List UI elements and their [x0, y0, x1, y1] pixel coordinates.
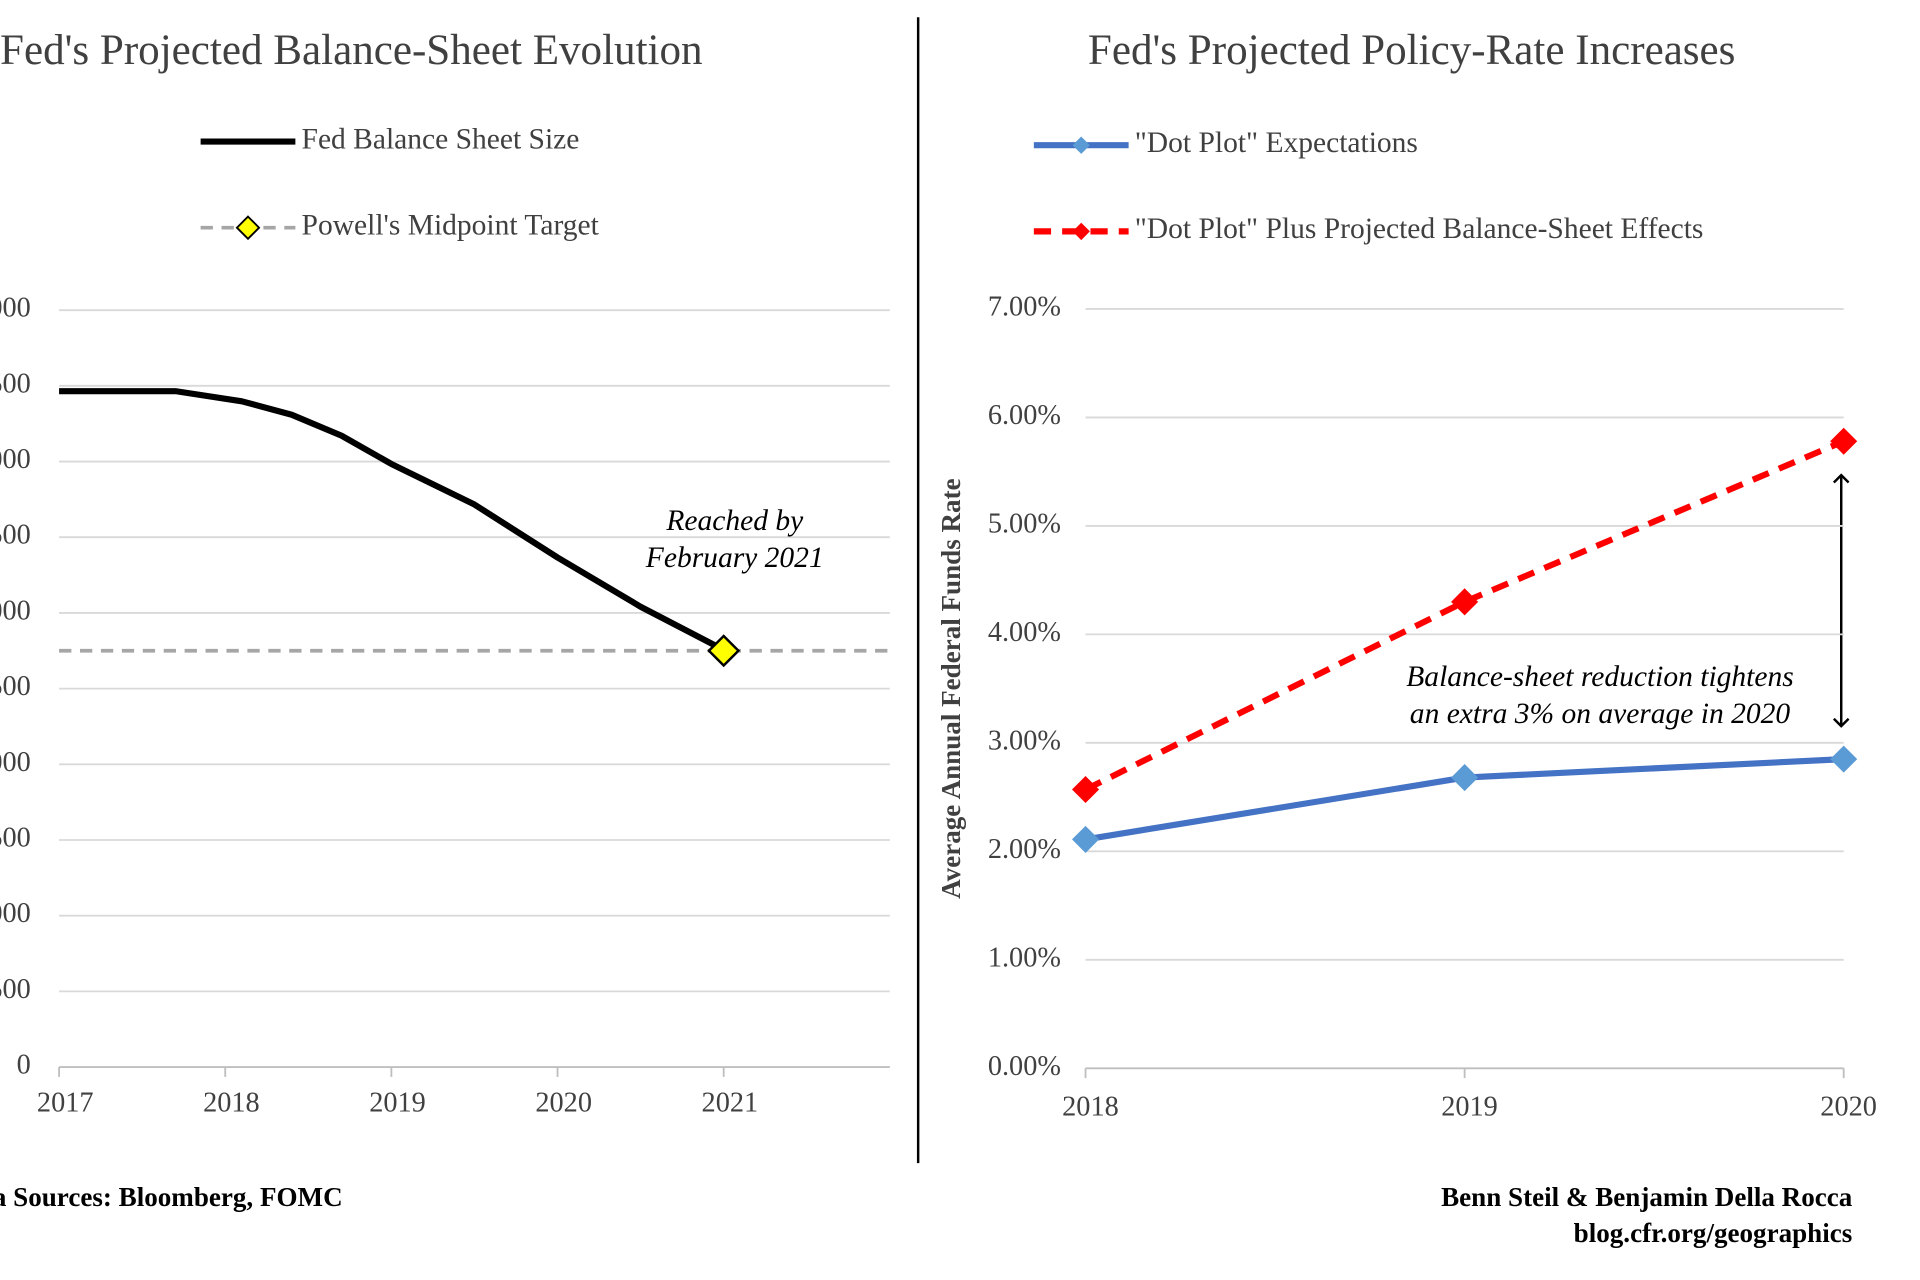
- target-marker: [707, 634, 741, 668]
- legend-label: "Dot Plot" Plus Projected Balance-Sheet …: [1135, 213, 1704, 245]
- annotation: February 2021: [645, 542, 824, 574]
- y-tick-label: 2,000: [0, 747, 31, 778]
- x-tick-label: 2019: [1441, 1091, 1498, 1122]
- point-marker: [1830, 745, 1858, 773]
- y-tick-label: 5.00%: [988, 508, 1061, 539]
- y-tick-label: 3.00%: [988, 725, 1061, 756]
- y-tick-label: 4.00%: [988, 617, 1061, 648]
- legend-marker: [235, 215, 261, 241]
- y-tick-label: 1,500: [0, 823, 31, 854]
- y-tick-label: 3,500: [0, 520, 31, 551]
- point-marker: [1451, 764, 1479, 792]
- credit-line: Benn Steil & Benjamin Della Rocca: [1441, 1182, 1853, 1212]
- y-tick-label: 0.00%: [988, 1051, 1061, 1082]
- y-tick-label: 4,500: [0, 368, 31, 399]
- y-tick-label: 2,500: [0, 671, 31, 702]
- annotation: an extra 3% on average in 2020: [1410, 698, 1791, 730]
- x-tick-label: 2018: [1062, 1091, 1119, 1122]
- x-tick-label: 2020: [1820, 1091, 1877, 1122]
- legend-marker: [1072, 136, 1090, 154]
- y-tick-label: 2.00%: [988, 834, 1061, 865]
- x-tick-label: 2017: [37, 1088, 94, 1119]
- annotation: Reached by: [665, 505, 804, 537]
- legend-label: Powell's Midpoint Target: [302, 209, 600, 241]
- x-tick-label: 2021: [702, 1088, 759, 1119]
- y-tick-label: 0: [17, 1050, 31, 1081]
- series-line: [59, 388, 726, 653]
- y-tick-label: 7.00%: [988, 291, 1061, 322]
- point-marker: [1451, 588, 1479, 616]
- source-note: Data Sources: Bloomberg, FOMC: [0, 1182, 343, 1212]
- legend-label: Fed Balance Sheet Size: [302, 123, 580, 155]
- point-marker: [1072, 825, 1100, 853]
- y-tick-label: 4,000: [0, 444, 31, 475]
- series-line: [1084, 438, 1845, 793]
- x-tick-label: 2018: [203, 1088, 260, 1119]
- y-tick-label: 500: [0, 974, 31, 1005]
- y-tick-label: 1.00%: [988, 942, 1061, 973]
- point-marker: [1830, 427, 1858, 455]
- credit-line: blog.cfr.org/geographics: [1574, 1218, 1853, 1248]
- chart-title: Fed's Projected Balance-Sheet Evolution: [0, 27, 703, 74]
- chart-title: Fed's Projected Policy-Rate Increases: [1088, 27, 1736, 74]
- annotation: Balance-sheet reduction tightens: [1406, 661, 1793, 693]
- legend-marker: [1072, 222, 1090, 241]
- y-tick-label: 5,000: [0, 293, 31, 324]
- legend-label: "Dot Plot" Expectations: [1135, 127, 1418, 159]
- y-axis-title: Average Annual Federal Funds Rate: [936, 478, 966, 898]
- x-tick-label: 2019: [369, 1088, 426, 1119]
- y-tick-label: 3,000: [0, 595, 31, 626]
- point-marker: [1072, 775, 1100, 804]
- y-tick-label: 6.00%: [988, 400, 1061, 431]
- x-tick-label: 2020: [535, 1088, 592, 1119]
- y-tick-label: 1,000: [0, 898, 31, 929]
